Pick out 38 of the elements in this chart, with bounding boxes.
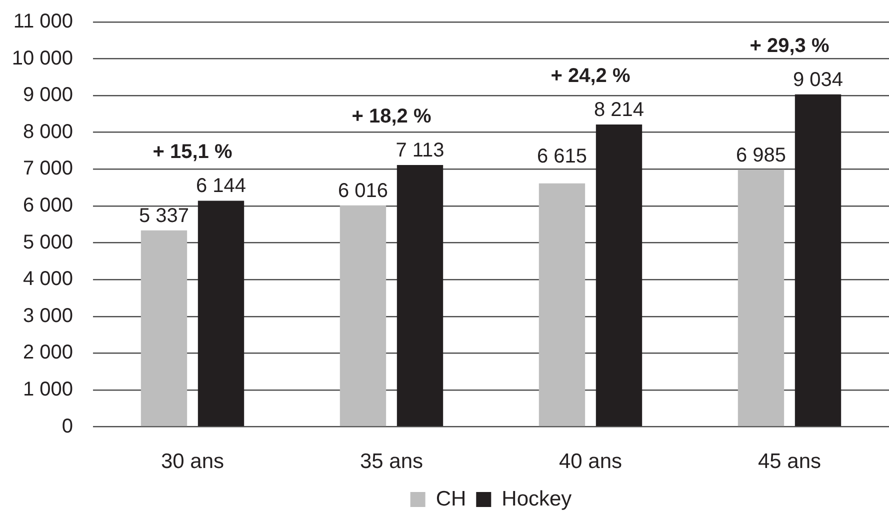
bar <box>140 230 188 426</box>
y-tick-label: 7 000 <box>22 158 73 180</box>
y-tick-label: 8 000 <box>22 120 73 143</box>
y-tick-label: 3 000 <box>22 304 73 327</box>
legend-label: CH <box>436 487 466 510</box>
data-label: 8 214 <box>594 99 644 122</box>
data-label: 9 034 <box>792 68 844 91</box>
annotation: + 15,1 % <box>152 141 232 164</box>
bar <box>340 205 386 426</box>
x-tick-label: 35 ans <box>360 450 424 474</box>
x-tick-label: 30 ans <box>160 450 224 474</box>
annotation: + 24,2 % <box>550 65 630 88</box>
data-label: 7 113 <box>396 140 444 162</box>
legend-label: Hockey <box>502 487 572 510</box>
y-tick-label: 5 000 <box>22 231 73 254</box>
x-tick-label: 45 ans <box>758 450 822 474</box>
data-label: 6 985 <box>736 144 786 166</box>
y-tick-label: 1 000 <box>22 378 73 401</box>
x-tick-label: 40 ans <box>558 450 622 474</box>
bar <box>794 94 842 426</box>
bar <box>396 165 444 426</box>
data-label: 6 615 <box>536 146 588 168</box>
bar <box>198 200 244 426</box>
bar <box>738 170 784 426</box>
data-label: 6 016 <box>338 180 388 202</box>
y-tick-label: 9 000 <box>22 84 73 106</box>
y-tick-label: 6 000 <box>22 194 73 217</box>
bar <box>538 183 586 426</box>
y-tick-label: 0 <box>62 415 73 438</box>
data-label: 6 144 <box>196 175 246 198</box>
bar <box>596 124 642 426</box>
annotation: + 29,3 % <box>750 34 830 57</box>
y-tick-label: 10 000 <box>12 47 73 70</box>
data-label: 5 337 <box>138 204 190 227</box>
y-tick-label: 2 000 <box>22 342 73 364</box>
y-tick-label: 4 000 <box>22 268 73 290</box>
y-tick-label: 11 000 <box>13 10 73 33</box>
annotation: + 18,2 % <box>352 106 432 128</box>
